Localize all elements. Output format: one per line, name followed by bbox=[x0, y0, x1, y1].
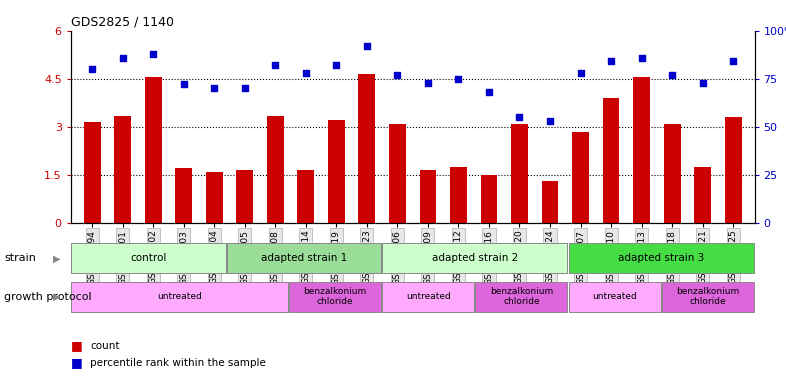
Text: percentile rank within the sample: percentile rank within the sample bbox=[90, 358, 266, 368]
Text: GDS2825 / 1140: GDS2825 / 1140 bbox=[71, 15, 174, 28]
Bar bbox=[450, 167, 467, 223]
Bar bbox=[237, 170, 253, 223]
Text: control: control bbox=[130, 253, 167, 263]
Bar bbox=[145, 77, 162, 223]
Bar bbox=[328, 120, 345, 223]
Bar bbox=[114, 116, 131, 223]
Bar bbox=[572, 131, 589, 223]
Point bbox=[544, 118, 556, 124]
Text: benzalkonium
chloride: benzalkonium chloride bbox=[303, 287, 366, 306]
Point bbox=[116, 55, 129, 61]
Point bbox=[635, 55, 648, 61]
Bar bbox=[84, 122, 101, 223]
Point bbox=[391, 72, 404, 78]
Text: untreated: untreated bbox=[406, 292, 450, 301]
Bar bbox=[476, 281, 567, 312]
Point bbox=[513, 114, 526, 120]
Bar bbox=[382, 243, 567, 273]
Text: count: count bbox=[90, 341, 120, 351]
Point bbox=[269, 62, 281, 68]
Bar bbox=[542, 181, 558, 223]
Bar bbox=[603, 98, 619, 223]
Text: untreated: untreated bbox=[593, 292, 637, 301]
Text: benzalkonium
chloride: benzalkonium chloride bbox=[676, 287, 740, 306]
Text: adapted strain 1: adapted strain 1 bbox=[261, 253, 347, 263]
Bar bbox=[227, 243, 381, 273]
Point bbox=[666, 72, 678, 78]
Point bbox=[727, 58, 740, 65]
Point bbox=[452, 76, 465, 82]
Text: growth protocol: growth protocol bbox=[4, 292, 91, 302]
Text: ▶: ▶ bbox=[53, 292, 61, 302]
Bar bbox=[289, 281, 381, 312]
Bar bbox=[511, 124, 528, 223]
Point bbox=[299, 70, 312, 76]
Point bbox=[147, 51, 160, 57]
Bar bbox=[694, 167, 711, 223]
Bar bbox=[267, 116, 284, 223]
Point bbox=[208, 85, 221, 91]
Bar bbox=[480, 175, 498, 223]
Bar bbox=[420, 170, 436, 223]
Text: ■: ■ bbox=[71, 339, 83, 352]
Point bbox=[696, 79, 709, 86]
Bar bbox=[662, 281, 754, 312]
Text: adapted strain 2: adapted strain 2 bbox=[432, 253, 518, 263]
Point bbox=[178, 81, 190, 88]
Bar bbox=[634, 77, 650, 223]
Bar bbox=[569, 281, 661, 312]
Point bbox=[86, 66, 98, 72]
Text: strain: strain bbox=[4, 253, 36, 263]
Point bbox=[330, 62, 343, 68]
Bar bbox=[389, 124, 406, 223]
Bar bbox=[175, 168, 192, 223]
Bar bbox=[72, 243, 226, 273]
Bar bbox=[663, 124, 681, 223]
Bar bbox=[382, 281, 474, 312]
Text: adapted strain 3: adapted strain 3 bbox=[618, 253, 704, 263]
Bar bbox=[358, 74, 375, 223]
Bar bbox=[72, 281, 288, 312]
Point bbox=[421, 79, 434, 86]
Point bbox=[361, 43, 373, 49]
Point bbox=[483, 89, 495, 95]
Bar bbox=[569, 243, 754, 273]
Point bbox=[604, 58, 617, 65]
Bar bbox=[206, 172, 222, 223]
Bar bbox=[725, 117, 741, 223]
Text: untreated: untreated bbox=[157, 292, 202, 301]
Text: benzalkonium
chloride: benzalkonium chloride bbox=[490, 287, 553, 306]
Bar bbox=[297, 170, 314, 223]
Text: ▶: ▶ bbox=[53, 253, 61, 263]
Text: ■: ■ bbox=[71, 356, 83, 369]
Point bbox=[575, 70, 587, 76]
Point bbox=[238, 85, 251, 91]
